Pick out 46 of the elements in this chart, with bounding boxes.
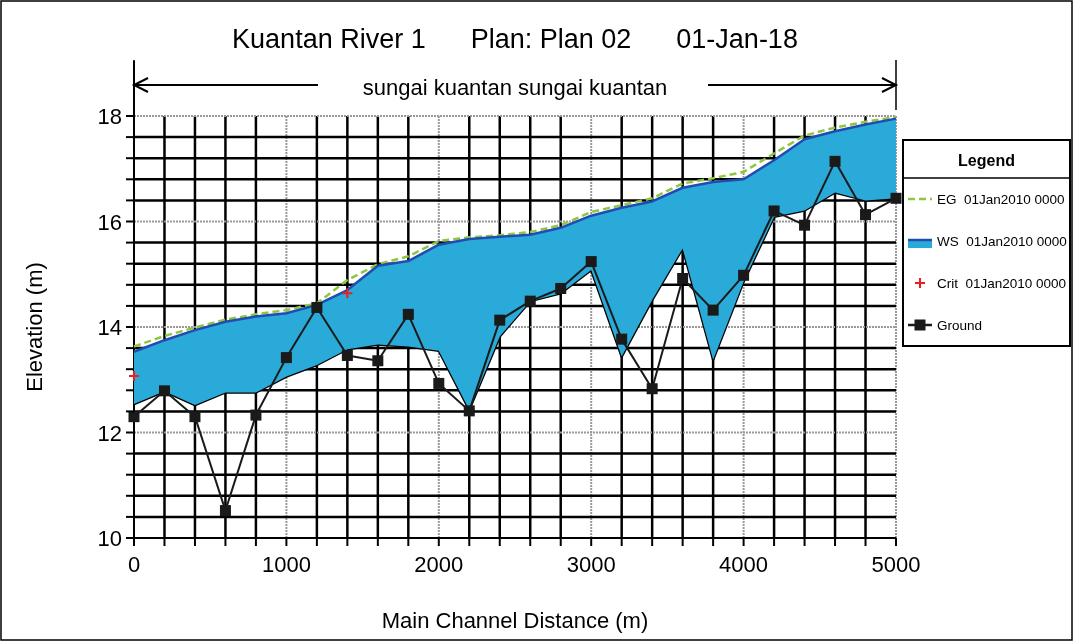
point <box>555 282 567 294</box>
y-tick-label: 12 <box>97 420 122 446</box>
y-tick-label: 14 <box>97 315 122 340</box>
text: sungai kuantan sungai kuantan <box>362 75 668 100</box>
point <box>433 377 445 389</box>
point <box>494 314 506 326</box>
x-tick-label: 3000 <box>566 552 616 577</box>
y-tick-label: 18 <box>97 104 122 129</box>
x-tick-label: 5000 <box>871 552 921 577</box>
y-tick-label: 10 <box>97 526 122 551</box>
point <box>585 256 597 268</box>
legend-title: Legend <box>958 152 1015 169</box>
point <box>189 411 201 423</box>
y-tick-label: 16 <box>97 209 122 235</box>
point <box>341 349 353 361</box>
point <box>311 301 323 313</box>
point <box>402 308 414 320</box>
point <box>250 409 262 421</box>
legend-label: EG 01Jan2010 0000 <box>937 192 1065 207</box>
legend-label: Ground <box>937 318 983 333</box>
point <box>219 505 231 517</box>
point <box>372 355 384 367</box>
legend-label: WS 01Jan2010 0000 <box>937 234 1067 249</box>
x-tick-label: 1000 <box>261 552 311 577</box>
legend-label: Crit 01Jan2010 0000 <box>937 276 1067 291</box>
point <box>158 385 170 397</box>
chart-title: Kuantan River 1 Plan: Plan 02 01-Jan-18 <box>232 24 798 54</box>
x-tick-label: 2000 <box>414 552 464 577</box>
point <box>280 352 292 364</box>
point <box>524 295 536 307</box>
point <box>341 287 354 300</box>
point <box>646 383 658 395</box>
point <box>616 333 628 345</box>
point <box>829 155 841 167</box>
point <box>707 304 719 316</box>
x-tick-label: 4000 <box>719 552 769 577</box>
point <box>738 269 750 281</box>
point <box>677 272 689 284</box>
point <box>860 209 872 221</box>
x-axis-title: Main Channel Distance (m) <box>381 608 649 633</box>
point <box>799 219 811 231</box>
point <box>768 205 780 217</box>
x-tick-label: 0 <box>127 552 141 577</box>
point <box>463 405 475 417</box>
point <box>890 192 902 204</box>
y-axis-title: Elevation (m) <box>22 262 47 392</box>
